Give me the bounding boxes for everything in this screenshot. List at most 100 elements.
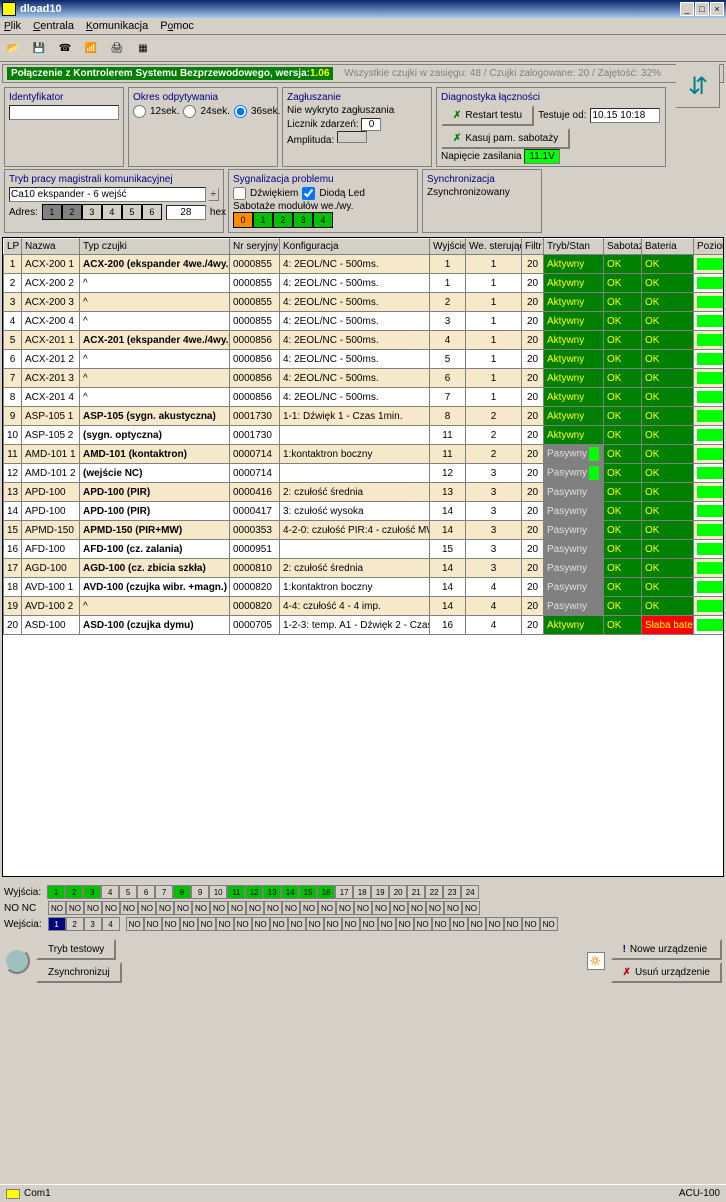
minimize-btn[interactable]: _ (680, 2, 694, 16)
tb-save-icon[interactable]: 💾 (28, 37, 50, 59)
in-chip[interactable]: NO (126, 917, 144, 931)
table-row[interactable]: 6ACX-201 2^00008564: 2EOL/NC - 500ms.512… (4, 350, 725, 369)
in-chip[interactable]: NO (486, 917, 504, 931)
in-chip[interactable]: NO (450, 917, 468, 931)
col-header[interactable]: Tryb/Stan (544, 239, 604, 255)
in-chip[interactable]: NO (180, 917, 198, 931)
out-chip[interactable]: 1 (47, 885, 65, 899)
in-chip[interactable]: NO (414, 917, 432, 931)
nonc-chip[interactable]: NO (174, 901, 192, 915)
okres-24[interactable] (183, 105, 196, 118)
nonc-chip[interactable]: NO (102, 901, 120, 915)
col-header[interactable]: LP (4, 239, 22, 255)
col-header[interactable]: Sabotaż (604, 239, 642, 255)
kasuj-btn[interactable]: ✗Kasuj pam. sabotaży (441, 128, 570, 149)
table-row[interactable]: 15APMD-150APMD-150 (PIR+MW)00003534-2-0:… (4, 521, 725, 540)
in-chip[interactable]: NO (234, 917, 252, 931)
menu-centrala[interactable]: Centrala (33, 20, 74, 32)
in-chip[interactable]: NO (270, 917, 288, 931)
nonc-chip[interactable]: NO (120, 901, 138, 915)
in-chip[interactable]: NO (162, 917, 180, 931)
nonc-chip[interactable]: NO (444, 901, 462, 915)
sab-slots[interactable]: 01234 (233, 212, 413, 228)
in-small-chip[interactable]: 3 (84, 917, 102, 931)
table-row[interactable]: 7ACX-201 3^00008564: 2EOL/NC - 500ms.612… (4, 369, 725, 388)
col-header[interactable]: Typ czujki (80, 239, 230, 255)
tryb-mode[interactable] (9, 187, 206, 202)
col-header[interactable]: Nr seryjny (230, 239, 280, 255)
table-row[interactable]: 3ACX-200 3^00008554: 2EOL/NC - 500ms.212… (4, 293, 725, 312)
in-chip[interactable]: NO (342, 917, 360, 931)
nonc-chip[interactable]: NO (354, 901, 372, 915)
in-small-chip[interactable]: 4 (102, 917, 120, 931)
in-chip[interactable]: NO (522, 917, 540, 931)
menu-pomoc[interactable]: Pomoc (160, 20, 194, 32)
nonc-chip[interactable]: NO (372, 901, 390, 915)
table-row[interactable]: 2ACX-200 2^00008554: 2EOL/NC - 500ms.112… (4, 274, 725, 293)
table-row[interactable]: 19AVD-100 2^00008204-4: czułość 4 - 4 im… (4, 597, 725, 616)
col-header[interactable]: We. sterujące (466, 239, 522, 255)
out-chip[interactable]: 6 (137, 885, 155, 899)
col-header[interactable]: Bateria (642, 239, 694, 255)
table-row[interactable]: 20ASD-100ASD-100 (czujka dymu)00007051-2… (4, 616, 725, 635)
out-chip[interactable]: 17 (335, 885, 353, 899)
usun-btn[interactable]: ✗Usuń urządzenie (611, 962, 722, 983)
out-chip[interactable]: 9 (191, 885, 209, 899)
tryb-test-btn[interactable]: Tryb testowy (36, 939, 116, 960)
in-chip[interactable]: NO (216, 917, 234, 931)
in-chip[interactable]: NO (288, 917, 306, 931)
ident-input[interactable] (9, 105, 119, 120)
in-chip[interactable]: NO (144, 917, 162, 931)
table-row[interactable]: 12AMD-101 2(wejście NC)000071412320Pasyw… (4, 464, 725, 483)
tryb-dropdown-icon[interactable]: ÷ (208, 188, 220, 201)
nonc-chip[interactable]: NO (318, 901, 336, 915)
hex-input[interactable] (166, 205, 206, 220)
tb-modem-icon[interactable]: 📶 (80, 37, 102, 59)
table-row[interactable]: 5ACX-201 1ACX-201 (ekspander 4we./4wy.)0… (4, 331, 725, 350)
out-chip[interactable]: 10 (209, 885, 227, 899)
in-small-chip[interactable]: 1 (48, 917, 66, 931)
in-chip[interactable]: NO (504, 917, 522, 931)
nonc-chip[interactable]: NO (300, 901, 318, 915)
nonc-chip[interactable]: NO (462, 901, 480, 915)
maximize-btn[interactable]: □ (695, 2, 709, 16)
device-table[interactable]: LPNazwaTyp czujkiNr seryjnyKonfiguracjaW… (2, 237, 724, 877)
nonc-chip[interactable]: NO (48, 901, 66, 915)
table-row[interactable]: 17AGD-100AGD-100 (cz. zbicia szkła)00008… (4, 559, 725, 578)
out-chip[interactable]: 24 (461, 885, 479, 899)
in-chip[interactable]: NO (198, 917, 216, 931)
out-chip[interactable]: 7 (155, 885, 173, 899)
nowe-btn[interactable]: !Nowe urządzenie (611, 939, 722, 960)
in-chip[interactable]: NO (360, 917, 378, 931)
nonc-chip[interactable]: NO (426, 901, 444, 915)
out-chip[interactable]: 2 (65, 885, 83, 899)
nonc-chip[interactable]: NO (264, 901, 282, 915)
nonc-chip[interactable]: NO (408, 901, 426, 915)
col-header[interactable]: Filtr (522, 239, 544, 255)
nonc-chip[interactable]: NO (156, 901, 174, 915)
out-chip[interactable]: 15 (299, 885, 317, 899)
nonc-chip[interactable]: NO (210, 901, 228, 915)
out-chip[interactable]: 4 (101, 885, 119, 899)
out-chip[interactable]: 20 (389, 885, 407, 899)
col-header[interactable]: Nazwa (22, 239, 80, 255)
okres-12[interactable] (133, 105, 146, 118)
dzwiek-check[interactable] (233, 187, 246, 200)
out-chip[interactable]: 21 (407, 885, 425, 899)
out-chip[interactable]: 12 (245, 885, 263, 899)
adres-slots[interactable]: 123456 (42, 204, 162, 220)
nonc-chip[interactable]: NO (228, 901, 246, 915)
in-chip[interactable]: NO (432, 917, 450, 931)
tb-open-icon[interactable]: 📂 (2, 37, 24, 59)
table-row[interactable]: 8ACX-201 4^00008564: 2EOL/NC - 500ms.712… (4, 388, 725, 407)
in-chip[interactable]: NO (252, 917, 270, 931)
tb-print-icon[interactable]: 🖨 (106, 37, 128, 59)
okres-36[interactable] (234, 105, 247, 118)
out-chip[interactable]: 16 (317, 885, 335, 899)
info-icon[interactable]: 🔅 (587, 952, 605, 970)
tb-phone-icon[interactable]: ☎ (54, 37, 76, 59)
nonc-chip[interactable]: NO (390, 901, 408, 915)
in-chip[interactable]: NO (396, 917, 414, 931)
dioda-check[interactable] (302, 187, 315, 200)
out-chip[interactable]: 3 (83, 885, 101, 899)
